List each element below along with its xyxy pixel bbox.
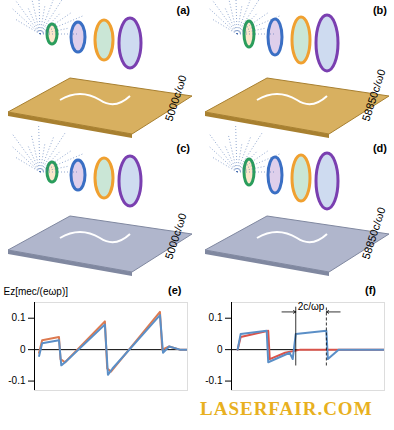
svg-text:0: 0 — [217, 344, 223, 355]
svg-text:-0.1: -0.1 — [8, 375, 26, 386]
html-text:(f): (f) — [365, 284, 376, 296]
html-text:LASERFAIR.COM: LASERFAIR.COM — [200, 398, 373, 419]
svg-text:(a): (a) — [177, 4, 191, 16]
svg-text:-0.1: -0.1 — [205, 375, 223, 386]
html-text:(e): (e) — [168, 284, 182, 296]
svg-text:5000c/ω0: 5000c/ω0 — [162, 74, 188, 123]
svg-text:(d): (d) — [373, 142, 387, 154]
svg-text:58850c/ω0: 58850c/ω0 — [359, 206, 387, 261]
svg-text:58850c/ω0: 58850c/ω0 — [359, 68, 387, 123]
svg-text:(b): (b) — [373, 4, 387, 16]
svg-text:Ez[mec/(eωp)]: Ez[mec/(eωp)] — [4, 286, 69, 297]
svg-text:5000c/ω0: 5000c/ω0 — [162, 212, 188, 261]
svg-text:0.1: 0.1 — [12, 312, 26, 323]
svg-text:0.1: 0.1 — [209, 312, 223, 323]
svg-text:0: 0 — [20, 344, 26, 355]
svg-text:2c/ωp: 2c/ωp — [298, 301, 325, 312]
svg-text:(c): (c) — [177, 142, 191, 154]
